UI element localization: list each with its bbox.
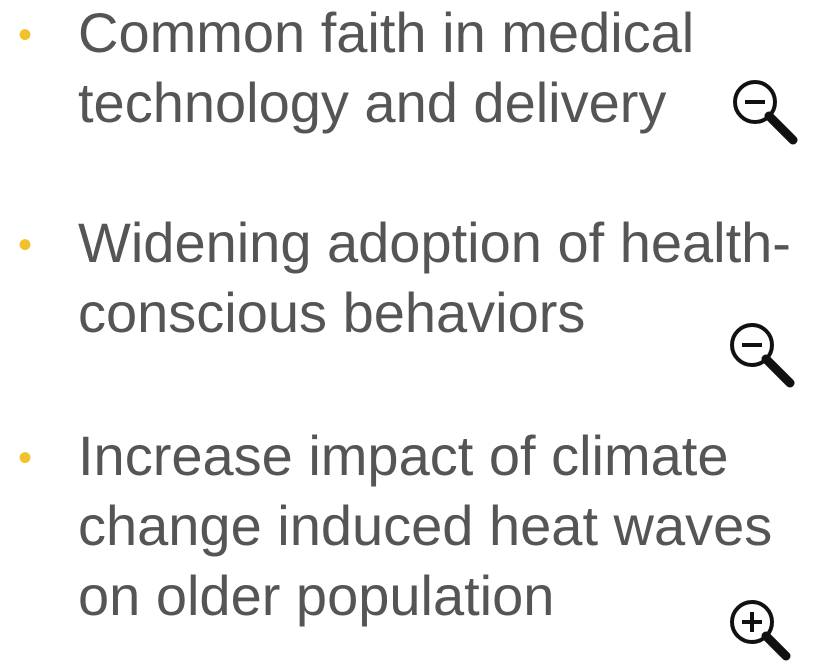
bullet-text: Common faith in medical xyxy=(78,1,694,64)
bullet-text: technology and delivery xyxy=(78,71,666,134)
bullet-text: on older population xyxy=(78,564,554,627)
bullet-text: change induced heat waves xyxy=(78,494,772,557)
zoom-in-icon[interactable] xyxy=(730,600,791,661)
bullet-list: • Common faith in medical technology and d… xyxy=(18,1,791,627)
bullet-dot: • xyxy=(18,13,32,57)
bullet-dot: • xyxy=(18,223,32,267)
bullet-dot: • xyxy=(18,436,32,480)
bullet-text: conscious behaviors xyxy=(78,281,585,344)
bullet-text: Widening adoption of health- xyxy=(78,211,791,274)
zoom-out-icon[interactable] xyxy=(733,80,798,145)
bullet-text: Increase impact of climate xyxy=(78,424,728,487)
zoom-out-icon[interactable] xyxy=(730,323,795,388)
